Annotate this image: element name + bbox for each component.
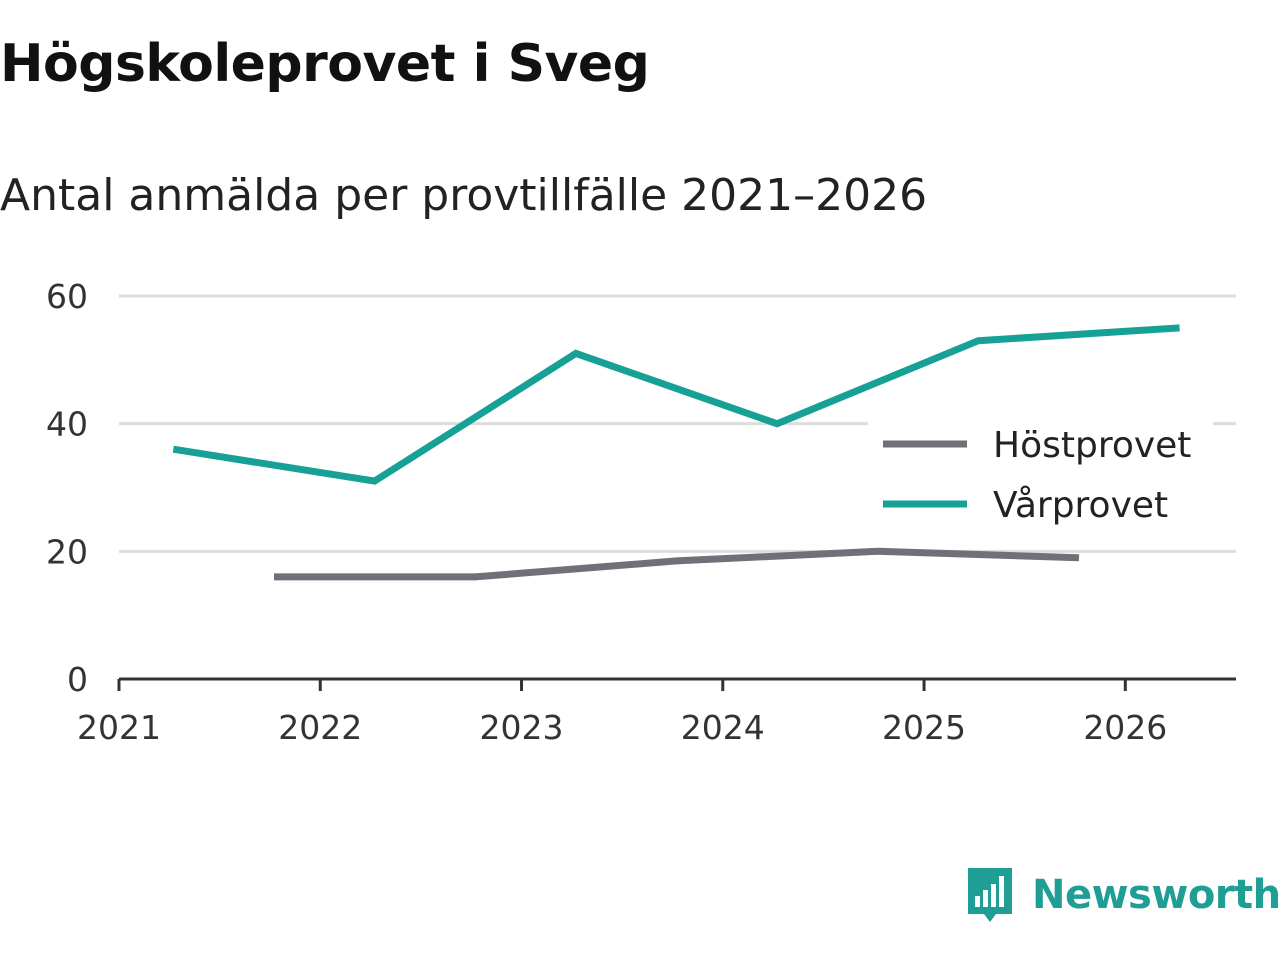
data-point [676, 560, 677, 561]
x-tick-label: 2025 [882, 708, 966, 747]
legend: Höstprovet Vårprovet [868, 417, 1213, 539]
data-point [978, 340, 979, 341]
axes: 0 20 40 60 2021 2022 2023 2024 2025 2026 [46, 277, 1236, 747]
data-point [877, 551, 878, 552]
y-tick-label: 40 [46, 405, 88, 444]
series-line-hostprovet [274, 547, 1080, 581]
data-point [475, 576, 476, 577]
x-tick-label: 2026 [1083, 708, 1167, 747]
x-tick-label: 2022 [278, 708, 362, 747]
legend-label: Höstprovet [993, 425, 1191, 466]
data-point [273, 576, 274, 577]
x-tick-label: 2021 [77, 708, 161, 747]
data-point [173, 449, 174, 450]
data-point [1079, 557, 1080, 558]
data-point [575, 353, 576, 354]
y-tick-label: 60 [46, 277, 88, 316]
legend-label: Vårprovet [993, 485, 1168, 526]
data-point [1179, 327, 1180, 328]
x-tick-label: 2023 [480, 708, 564, 747]
x-tick-label: 2024 [681, 708, 765, 747]
chart-title: Högskoleprovet i Sveg [0, 34, 650, 94]
brand-name: Newsworthy [1032, 872, 1280, 918]
series-line-varprovet [172, 324, 1180, 485]
data-point [777, 423, 778, 424]
chart-subtitle: Antal anmälda per provtillfälle 2021–202… [0, 170, 928, 221]
y-tick-label: 0 [67, 660, 88, 699]
legend-background [868, 417, 1213, 539]
series-layer [172, 324, 1180, 581]
y-tick-label: 20 [46, 532, 88, 571]
newsworthy-logo-icon [968, 868, 1012, 922]
newsworthy-logo: Newsworthy [964, 864, 1280, 926]
data-point [374, 481, 375, 482]
